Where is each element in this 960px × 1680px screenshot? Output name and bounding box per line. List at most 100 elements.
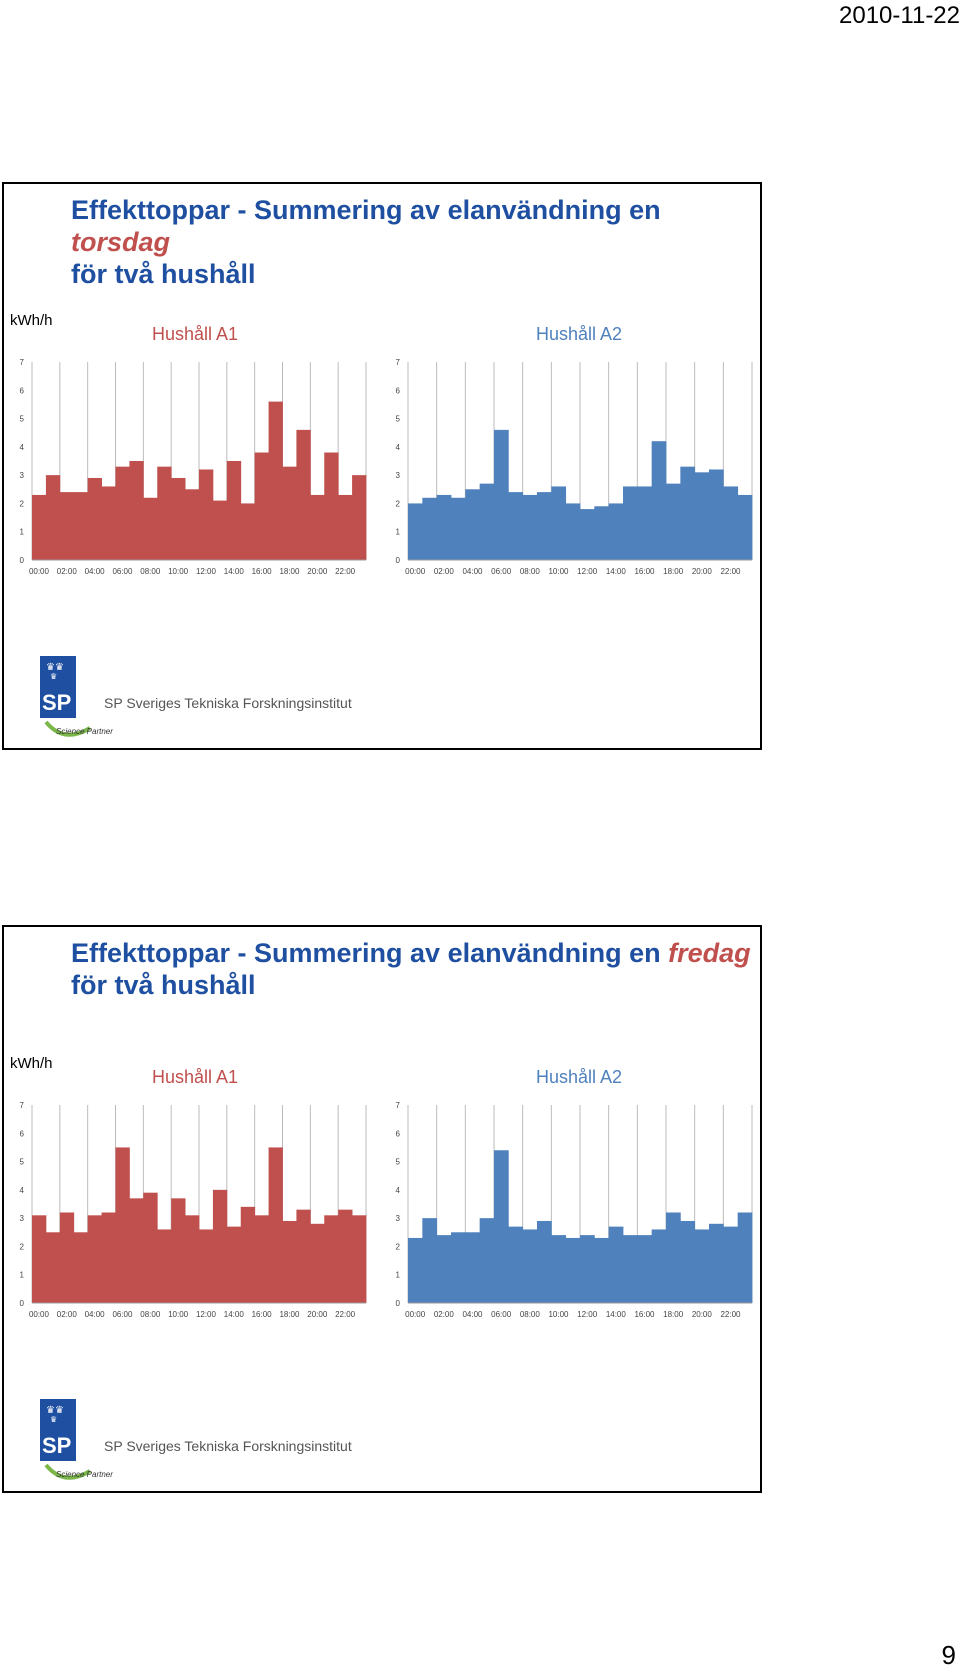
x-tick-label: 02:00	[434, 567, 455, 576]
x-tick-label: 12:00	[196, 1310, 217, 1319]
y-tick-label: 1	[20, 1271, 25, 1280]
x-tick-label: 10:00	[548, 567, 569, 576]
y-tick-label: 1	[396, 1271, 401, 1280]
bar	[737, 1212, 753, 1303]
bar	[254, 452, 269, 560]
title-prefix: Effekttoppar - Summering av elanvändning…	[71, 195, 661, 225]
bar	[171, 1198, 186, 1303]
chart-title-a2: Hushåll A2	[536, 1067, 623, 1087]
bar	[508, 1226, 524, 1303]
y-tick-label: 6	[20, 386, 25, 395]
bar	[296, 429, 311, 560]
x-tick-label: 04:00	[462, 1310, 483, 1319]
bar	[580, 1235, 595, 1303]
x-tick-label: 18:00	[663, 1310, 684, 1319]
sp-logo: ♛♛ ♛ SP Science Partner SP Sveriges Tekn…	[40, 1399, 352, 1480]
x-tick-label: 02:00	[57, 1310, 78, 1319]
bar	[422, 1218, 438, 1303]
bar	[240, 503, 256, 560]
bar	[338, 1209, 353, 1303]
crown-icon: ♛	[50, 1415, 57, 1424]
bar	[608, 1226, 624, 1303]
bar	[680, 1220, 696, 1303]
x-tick-label: 22:00	[720, 1310, 741, 1319]
bar	[637, 1235, 653, 1303]
bar	[537, 1220, 552, 1303]
bar	[565, 1237, 581, 1303]
x-tick-label: 12:00	[577, 1310, 598, 1319]
title-day: torsdag	[71, 227, 171, 257]
y-tick-label: 6	[396, 1129, 401, 1138]
bar	[59, 1212, 75, 1303]
bar	[537, 492, 552, 560]
y-tick-label: 6	[20, 1129, 25, 1138]
badge-arc-icon	[44, 720, 92, 737]
bar	[637, 486, 653, 560]
x-tick-label: 16:00	[252, 1310, 273, 1319]
x-tick-label: 08:00	[520, 1310, 541, 1319]
bar	[436, 1235, 452, 1303]
bar	[32, 1215, 47, 1303]
bar	[694, 1229, 710, 1303]
bar	[522, 494, 538, 560]
bar	[623, 486, 638, 560]
bar	[129, 1198, 144, 1303]
bar	[479, 1218, 495, 1303]
x-tick-label: 20:00	[307, 567, 328, 576]
y-tick-label: 5	[396, 415, 401, 424]
sp-logo-shield	[40, 656, 76, 718]
y-tick-label: 0	[20, 1299, 25, 1308]
y-tick-label: 3	[20, 1214, 25, 1223]
title-prefix: Effekttoppar - Summering av elanvändning…	[71, 938, 669, 968]
bar	[737, 494, 753, 560]
logo-initials: SP	[42, 690, 71, 715]
bar	[32, 494, 47, 560]
bar	[565, 503, 581, 560]
bar	[268, 1147, 283, 1303]
bar	[143, 1192, 158, 1303]
bar	[666, 483, 681, 560]
bar	[310, 494, 325, 560]
bar	[451, 1232, 466, 1303]
y-tick-label: 2	[20, 1242, 25, 1251]
y-tick-label: 5	[20, 415, 25, 424]
chart-title-a1: Hushåll A1	[152, 324, 239, 344]
unit-label: kWh/h	[10, 312, 53, 329]
y-tick-label: 7	[396, 1101, 401, 1110]
x-tick-label: 00:00	[29, 1310, 50, 1319]
bar	[680, 466, 696, 560]
y-tick-label: 5	[20, 1158, 25, 1167]
bar	[479, 483, 495, 560]
bar	[422, 497, 438, 560]
bar	[101, 486, 116, 560]
bar	[709, 1223, 724, 1303]
x-tick-label: 06:00	[112, 1310, 133, 1319]
page-number: 9	[941, 1640, 956, 1670]
y-tick-label: 4	[396, 1186, 401, 1195]
y-tick-label: 2	[396, 499, 401, 508]
bar	[310, 1223, 325, 1303]
x-tick-label: 00:00	[405, 567, 426, 576]
bar	[508, 492, 524, 560]
bar-chart-a1-friday: 0 1 2 3 4 5 6 7 00:00 02:00 04:00 06:00 08:00 10:00 12…	[20, 1101, 367, 1319]
x-tick-label: 16:00	[252, 567, 273, 576]
bar	[522, 1229, 538, 1303]
bar	[324, 452, 339, 560]
x-tick-label: 02:00	[434, 1310, 455, 1319]
x-tick-label: 22:00	[720, 567, 741, 576]
x-tick-label: 10:00	[548, 1310, 569, 1319]
x-tick-label: 18:00	[279, 1310, 300, 1319]
bar	[157, 1229, 172, 1303]
bar	[408, 503, 423, 560]
bar	[73, 492, 89, 560]
bar	[129, 461, 144, 560]
bar	[594, 506, 610, 560]
y-tick-label: 7	[20, 358, 25, 367]
logo-badge: Science Partner	[56, 1470, 113, 1479]
bar	[324, 1215, 339, 1303]
bar	[352, 475, 367, 560]
bar	[651, 441, 667, 560]
sp-logo: ♛♛ ♛ SP Science Partner SP Sveriges Tekn…	[40, 656, 352, 737]
logo-initials: SP	[42, 1433, 71, 1458]
bar	[199, 1229, 214, 1303]
